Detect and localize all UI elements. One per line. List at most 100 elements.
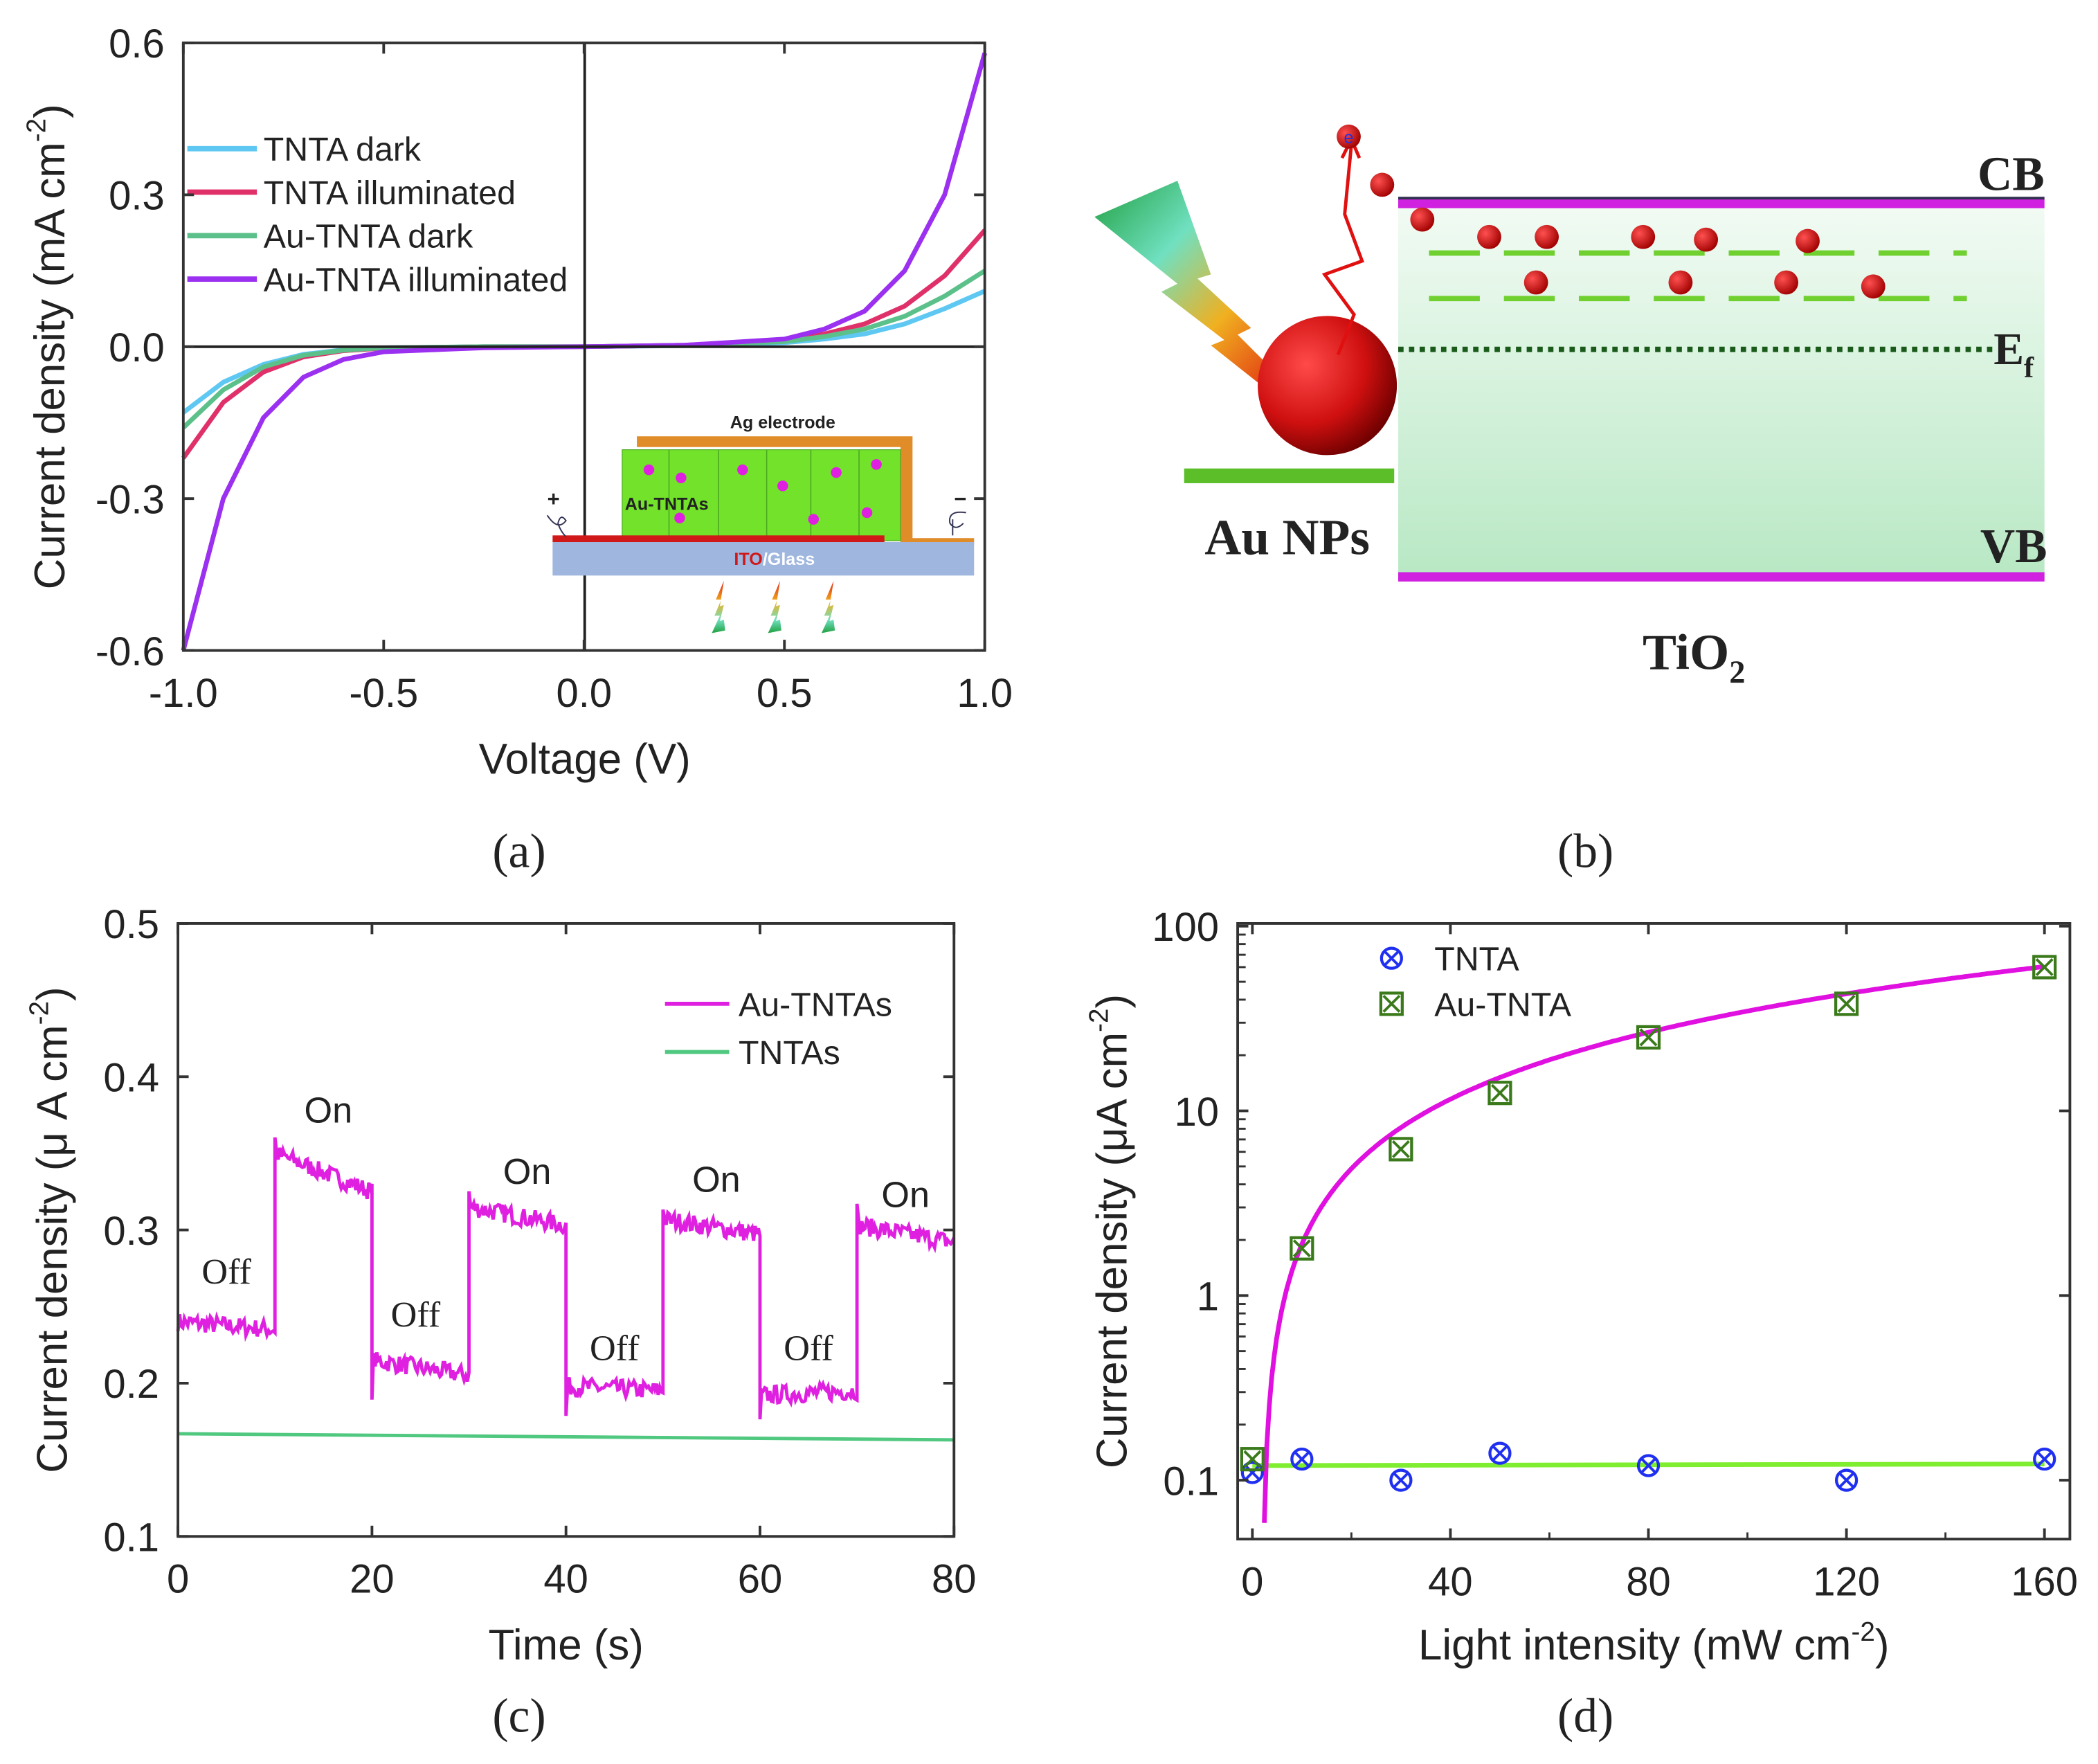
x-tick-label: 0.0 (556, 672, 612, 716)
tio2-label: TiO2 (1643, 624, 1745, 690)
data-point-tnta (1389, 1468, 1413, 1492)
ito-layer (552, 535, 885, 543)
inset-au-tntas-label: Au-TNTAs (625, 495, 709, 514)
annotation-on: On (305, 1091, 353, 1131)
data-point-au-tnta (1240, 1447, 1265, 1472)
glass-substrate (552, 542, 975, 576)
annotation-off: Off (201, 1252, 251, 1292)
annotation-off: Off (391, 1295, 441, 1335)
tio2-band-region (1398, 203, 2045, 579)
fit-line-au-tnta (1262, 964, 2045, 1523)
x-tick-label: 40 (1428, 1560, 1473, 1604)
legend-label: TNTA illuminated (264, 174, 516, 212)
data-point-au-tnta (1834, 991, 1859, 1016)
x-tick-label: 40 (543, 1557, 588, 1601)
annotation-on: On (503, 1152, 552, 1192)
device-schematic-inset: Ag electrode Au-TNTAs ITO /Glass + − (546, 413, 975, 633)
inset-glass-label: /Glass (763, 550, 815, 569)
annotation-on: On (692, 1160, 741, 1200)
x-tick-label: 20 (350, 1557, 395, 1601)
y-tick-label: 100 (1152, 906, 1219, 950)
x-axis-label: Time (s) (488, 1621, 643, 1669)
y-tick-label: 0.1 (1163, 1459, 1219, 1504)
wire-icon (546, 514, 567, 537)
electron-label: e (1344, 128, 1354, 147)
caption-a: (a) (492, 825, 545, 879)
data-point-au-tnta (1636, 1025, 1661, 1050)
legend-label: TNTA (1434, 941, 1519, 978)
au-nps-label: Au NPs (1204, 509, 1370, 565)
y-axis-label: Current density (μ A cm-2) (25, 987, 77, 1473)
substrate-bar (1184, 468, 1395, 483)
data-point-tnta (1636, 1454, 1661, 1477)
electrons (1370, 172, 1886, 299)
inset-ito-label: ITO (734, 550, 762, 569)
x-tick-label: 160 (2011, 1560, 2078, 1604)
panel-a-iv-curves: Ag electrode Au-TNTAs ITO /Glass + − (22, 22, 1013, 878)
data-point-au-tnta (1290, 1236, 1314, 1261)
data-point-au-tnta (2032, 955, 2057, 980)
data-point-au-tnta (1487, 1081, 1512, 1106)
annotation-off: Off (590, 1329, 640, 1369)
au-nanoparticle (1258, 316, 1398, 456)
panel-b-energy-diagram: CB VB Ef TiO2 Au NPs e (b) (1094, 124, 2047, 879)
x-axis-label: Voltage (V) (479, 735, 691, 783)
x-tick-label: 80 (1626, 1560, 1671, 1604)
x-tick-label: 0 (1241, 1560, 1263, 1604)
x-tick-label: 1.0 (957, 672, 1013, 716)
caption-b: (b) (1557, 825, 1613, 879)
y-tick-label: -0.6 (96, 630, 165, 674)
legend-label: Au-TNTAs (739, 986, 892, 1023)
x-tick-label: 0 (167, 1557, 189, 1601)
y-tick-label: 0.0 (109, 326, 165, 370)
wire-icon (949, 511, 966, 536)
x-tick-label: -1.0 (149, 672, 218, 716)
y-tick-label: 1 (1197, 1275, 1219, 1320)
annotation-off: Off (784, 1329, 833, 1369)
electron-excitation-arrow (1321, 144, 1364, 356)
y-tick-label: -0.3 (96, 478, 165, 522)
legend-label: TNTAs (739, 1034, 840, 1072)
data-point-tnta (1488, 1441, 1512, 1465)
ag-electrode (637, 436, 975, 545)
light-bolt-icons (712, 581, 835, 633)
y-tick-label: 0.5 (103, 903, 159, 947)
y-tick-label: 0.3 (103, 1209, 159, 1254)
series-line-au-tntas (176, 1137, 956, 1420)
y-tick-label: 0.3 (109, 174, 165, 219)
data-point-tnta (1834, 1468, 1859, 1492)
y-tick-label: 0.6 (109, 22, 165, 66)
data-point-tnta (1240, 1461, 1264, 1484)
cb-label: CB (1978, 148, 2045, 201)
legend-marker (1380, 946, 1403, 970)
plot-frame (1236, 921, 2072, 1541)
x-tick-label: -0.5 (349, 672, 418, 716)
legend-label: TNTA dark (264, 131, 422, 168)
data-point-tnta (2033, 1448, 2056, 1471)
caption-d: (d) (1557, 1689, 1613, 1743)
x-tick-label: 120 (1813, 1560, 1880, 1604)
fermi-level-label: Ef (1993, 324, 2034, 384)
y-tick-label: 0.2 (103, 1362, 159, 1407)
legend-label: Au-TNTA illuminated (264, 262, 568, 299)
x-tick-label: 60 (738, 1557, 782, 1601)
x-tick-label: 0.5 (757, 672, 813, 716)
legend-marker (1379, 991, 1404, 1016)
y-tick-label: 10 (1174, 1090, 1218, 1135)
panel-d-light-intensity: TNTA Au-TNTA 0 40 80 120 160 100 10 1 0.1 Light i… (1085, 906, 2078, 1743)
vb-label: VB (1980, 520, 2047, 573)
annotation-on: On (881, 1175, 930, 1215)
panel-c-photocurrent-transient: Off On Off On Off On Off On Au-TNTAs TNTAs 0 20 40… (25, 903, 977, 1743)
inset-minus-label: − (954, 487, 966, 511)
y-tick-label: 0.4 (103, 1056, 159, 1101)
data-point-tnta (1290, 1448, 1314, 1471)
inset-ag-electrode-label: Ag electrode (730, 413, 835, 433)
y-tick-label: 0.1 (103, 1516, 159, 1560)
caption-c: (c) (492, 1689, 545, 1743)
data-point-au-tnta (1389, 1137, 1413, 1162)
series-line-tntas (178, 1432, 955, 1442)
x-tick-label: 80 (932, 1557, 976, 1601)
light-bolt-icon (1094, 181, 1292, 391)
y-axis-label: Current density (μA cm-2) (1085, 994, 1137, 1468)
